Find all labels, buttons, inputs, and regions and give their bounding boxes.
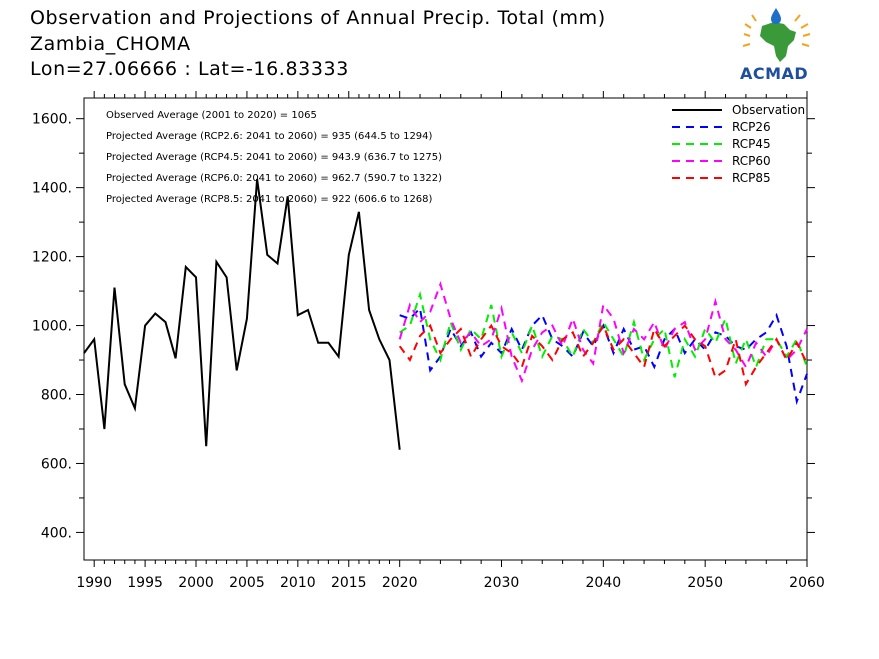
annotation-text: Projected Average (RCP8.5: 2041 to 2060)…	[106, 194, 433, 205]
x-tick-label: 2040	[586, 575, 622, 591]
logo-text: ACMAD	[740, 64, 809, 83]
legend-label: RCP26	[732, 120, 771, 134]
annotation-text: Projected Average (RCP2.6: 2041 to 2060)…	[106, 131, 433, 142]
sun-rays-icon	[742, 14, 811, 47]
x-tick-label: 2030	[484, 575, 520, 591]
x-tick-label: 2005	[229, 575, 265, 591]
y-tick-label: 400.	[41, 525, 72, 541]
annotation-text: Projected Average (RCP4.5: 2041 to 2060)…	[106, 152, 442, 163]
annotation-text: Projected Average (RCP6.0: 2041 to 2060)…	[106, 173, 442, 184]
y-tick-label: 1600.	[32, 112, 72, 128]
y-tick-label: 1200.	[32, 250, 72, 266]
y-tick-label: 1400.	[32, 181, 72, 197]
y-tick-label: 1000.	[32, 319, 72, 335]
legend-label: RCP60	[732, 154, 771, 168]
y-tick-label: 600.	[41, 456, 72, 472]
y-tick-label: 800.	[41, 388, 72, 404]
location-name: Zambia_CHOMA	[30, 33, 191, 55]
series-line-observation	[83, 178, 401, 450]
series-line-rcp60	[398, 281, 808, 384]
x-tick-label: 1995	[127, 575, 163, 591]
annotation-text: Observed Average (2001 to 2020) = 1065	[106, 110, 317, 121]
x-tick-label: 2010	[280, 575, 316, 591]
coordinates: Lon=27.06666 : Lat=-16.83333	[30, 58, 349, 80]
chart-title: Observation and Projections of Annual Pr…	[30, 7, 606, 29]
x-tick-label: 2050	[687, 575, 723, 591]
x-tick-label: 1990	[76, 575, 112, 591]
series-line-rcp26	[399, 306, 808, 406]
x-tick-label: 2000	[178, 575, 214, 591]
legend-label: RCP45	[732, 137, 771, 151]
series-line-rcp85	[398, 323, 808, 387]
x-tick-label: 2060	[789, 575, 825, 591]
x-tick-label: 2015	[331, 575, 367, 591]
legend-label: Observation	[732, 103, 805, 117]
legend-label: RCP85	[732, 171, 771, 185]
water-drop-icon	[771, 8, 781, 24]
plot-frame	[83, 97, 808, 561]
acmad-logo	[742, 8, 811, 62]
x-tick-label: 2020	[382, 575, 418, 591]
africa-map-icon	[760, 22, 796, 62]
